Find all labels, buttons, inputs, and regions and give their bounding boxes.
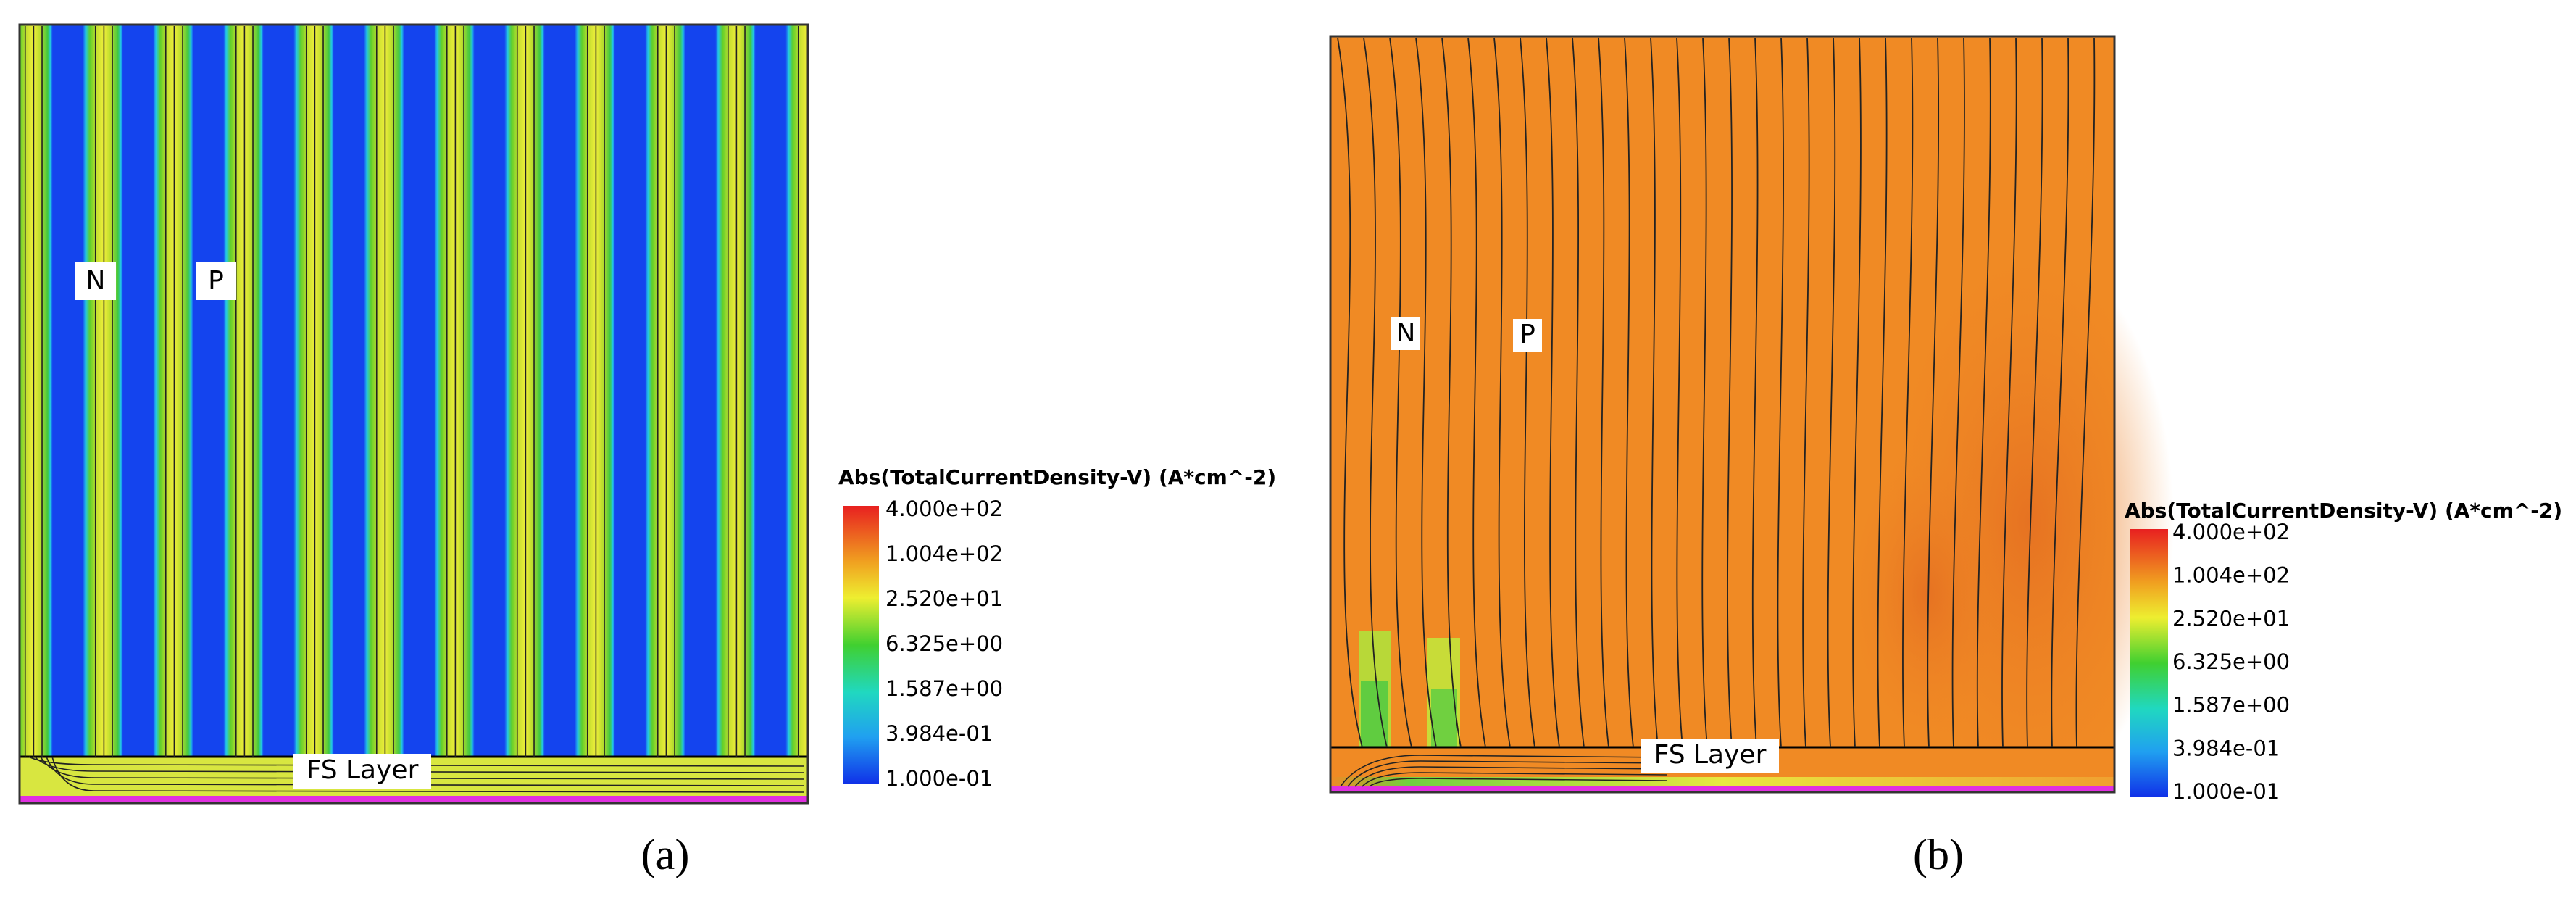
streamline [2001,37,2017,748]
colorbar-tick-label: 6.325e+00 [885,631,1003,656]
streamline [2075,37,2096,748]
p-label: P [208,266,224,296]
streamline [1572,37,1585,748]
high-density-zone [1848,449,2007,739]
streamline [1546,37,1560,748]
streamline [1520,37,1535,748]
colorbar-title: Abs(TotalCurrentDensity-V) (A*cm^-2) [838,465,1276,489]
label-box [1513,319,1542,352]
streamline [1777,37,1784,748]
low-density-zone [1361,681,1388,747]
streamline [1827,37,1836,748]
colorbar-title: Abs(TotalCurrentDensity-V) (A*cm^-2) [2125,499,2562,523]
streamline [1751,37,1759,748]
colorbar-ticks: 4.000e+02 1.004e+02 2.520e+01 6.325e+00 1.58… [2172,520,2290,804]
streamline [46,756,805,786]
colorbar-tick-label: 2.520e+01 [2172,606,2290,631]
streamlines [1337,37,2096,787]
label-box [293,754,431,789]
streamline [1802,37,1810,748]
streamline [1467,37,1486,748]
colorbar-ticks: 4.000e+02 1.004e+02 2.520e+01 6.325e+00 1.58… [885,496,1003,791]
streamline [1441,37,1462,748]
streamline [2026,37,2043,748]
panel-b: N P FS Layer Abs(TotalCurrentDensity-V) … [1329,35,2562,878]
colorbar-tick-label: 4.000e+02 [2172,520,2290,544]
colorbar [843,506,879,784]
colorbar-tick-label: 1.004e+02 [2172,563,2290,588]
panel-a: N P FS Layer Abs(TotalCurrentDensity-V) … [18,23,1276,878]
frame [18,23,809,805]
colorbar [2130,529,2168,797]
contact [20,796,808,803]
streamline [2051,37,2069,748]
streamline [28,756,805,767]
fs-layer-label: FS Layer [307,755,419,785]
streamline [1340,755,1667,787]
streamline [1415,37,1437,748]
colorbar-tick-label: 1.587e+00 [885,676,1003,701]
low-density-zone [1431,689,1457,747]
n-label: N [86,266,106,296]
label-box [1641,739,1779,773]
streamline [1852,37,1862,748]
streamline [40,756,805,780]
streamline [1624,37,1634,748]
streamline [1598,37,1609,748]
streamline [1389,37,1412,748]
streamline [1363,37,1388,748]
streamline [1493,37,1511,748]
streamline [1951,37,1965,748]
colorbar-tick-label: 6.325e+00 [2172,649,2290,674]
streamline [1676,37,1683,748]
label-box [75,262,116,300]
n-label: N [1396,318,1416,348]
streamline [1727,37,1733,748]
fs-layer-label: FS Layer [1654,740,1767,770]
streamline [51,756,805,793]
colorbar-tick-label: 4.000e+02 [885,496,1003,521]
streamline [1927,37,1940,748]
streamline [1362,772,1667,787]
streamline [1354,766,1667,787]
streamline [1347,760,1667,787]
label-box [1391,317,1420,350]
streamline [1701,37,1708,748]
streamline [1650,37,1659,748]
colorbar-tick-label: 1.000e-01 [2172,779,2280,804]
frame [1329,35,2116,794]
contact [1330,786,2114,792]
colorbar-tick-label: 3.984e-01 [885,721,993,746]
label-box [196,262,236,300]
simulation-field [20,25,808,757]
caption: (b) [1913,831,1964,878]
streamline [1902,37,1914,748]
colorbar-tick-label: 1.004e+02 [885,541,1003,566]
streamline [1976,37,1991,748]
streamline [1337,37,1363,748]
p-label: P [1520,320,1535,349]
caption: (a) [641,831,690,878]
colorbar-tick-label: 1.587e+00 [2172,693,2290,718]
colorbar-tick-label: 1.000e-01 [885,766,993,791]
streamline [34,756,805,773]
colorbar-tick-label: 3.984e-01 [2172,736,2280,760]
streamlines [24,26,805,793]
streamline [1877,37,1888,748]
colorbar-tick-label: 2.520e+01 [885,586,1003,611]
streamline [1369,778,1667,787]
